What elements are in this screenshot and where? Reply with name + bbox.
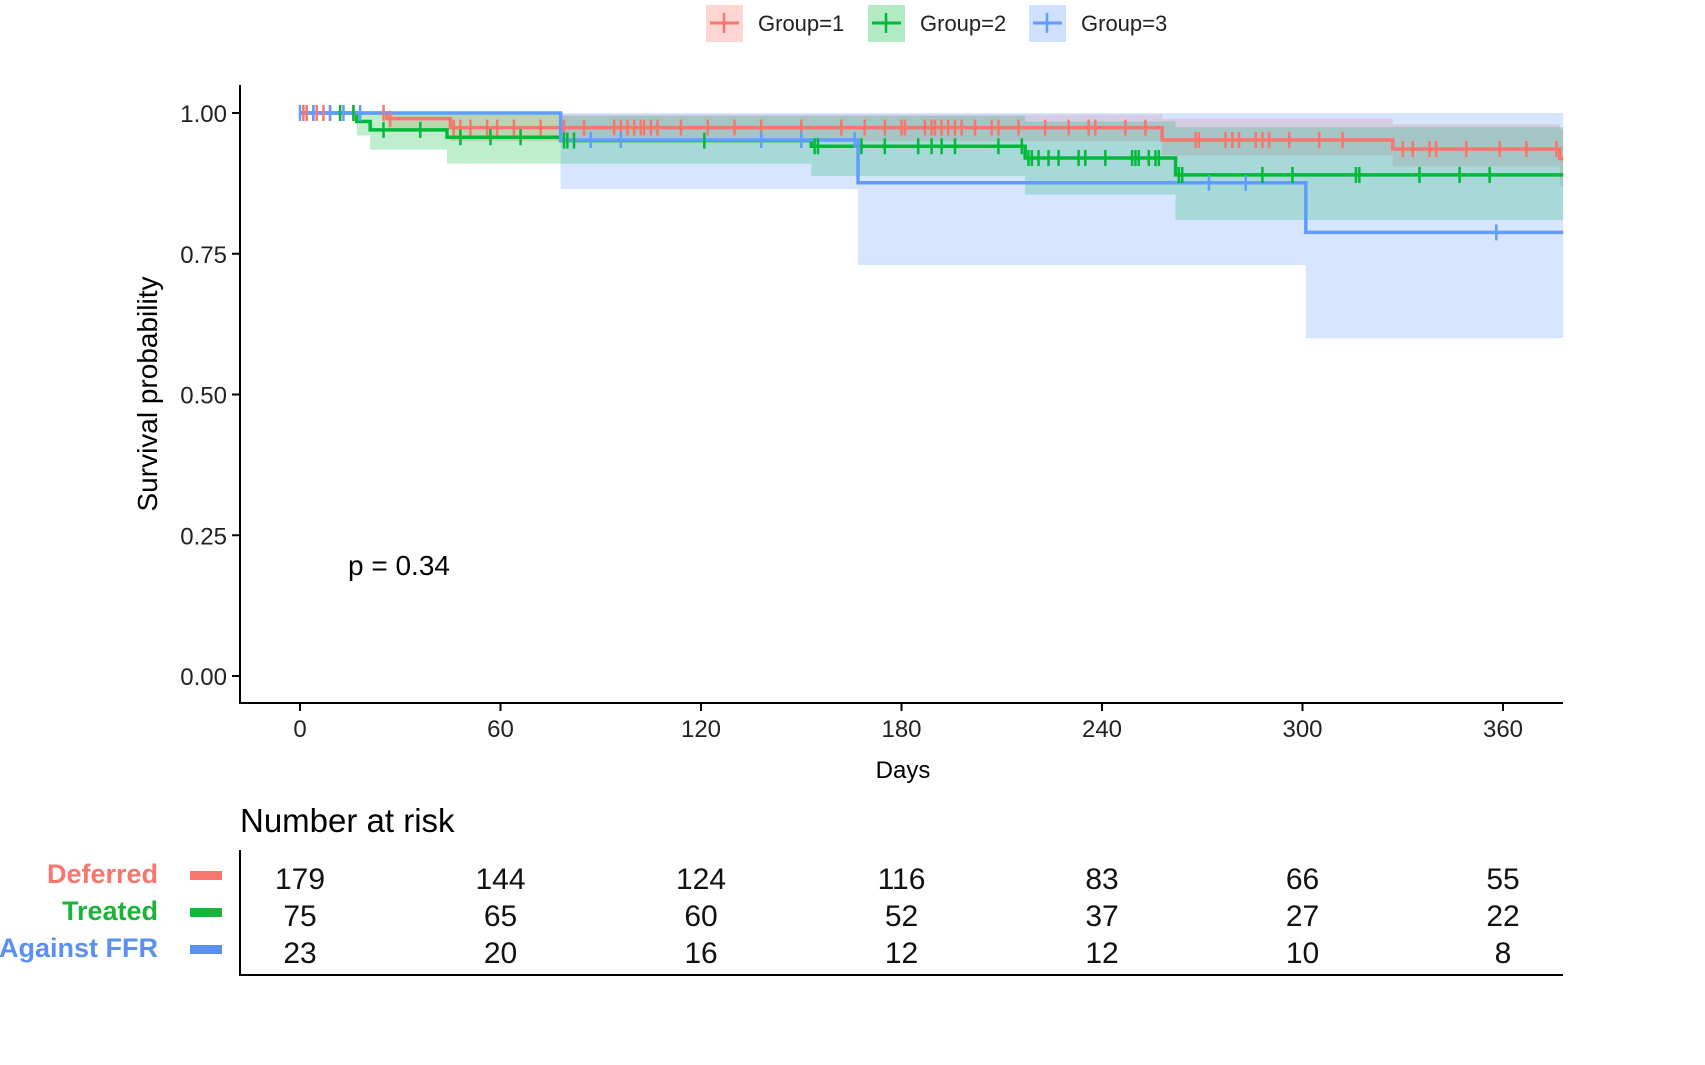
risk-cell: 66: [1286, 863, 1319, 896]
risk-row-label: Against FFR: [0, 933, 158, 963]
ci-band-3: [1305, 113, 1564, 339]
risk-cell: 12: [1085, 937, 1118, 970]
censor-marks: [298, 105, 1558, 241]
y-tick-label: 0.25: [180, 523, 227, 550]
risk-cell: 83: [1085, 863, 1118, 896]
risk-cell: 8: [1495, 937, 1512, 970]
risk-row-label: Deferred: [47, 859, 158, 889]
y-tick-label: 1.00: [180, 101, 227, 128]
x-tick-label: 240: [1082, 716, 1122, 743]
risk-cell: 12: [885, 937, 918, 970]
risk-row-swatch: [190, 871, 222, 880]
risk-cell: 22: [1486, 900, 1519, 933]
ci-band-3: [560, 113, 859, 190]
risk-cell: 52: [885, 900, 918, 933]
risk-table-title: Number at risk: [240, 802, 455, 839]
legend: Group=1 Group=2 Group=3: [706, 5, 1167, 42]
x-tick-label: 180: [881, 716, 921, 743]
legend-label-3: Group=3: [1081, 11, 1167, 36]
risk-row-label: Treated: [62, 896, 158, 926]
risk-cell: 116: [878, 863, 926, 896]
y-axis-label: Survival probability: [132, 277, 163, 512]
survival-curves: [300, 111, 1564, 235]
risk-cell: 37: [1085, 900, 1118, 933]
ci-band-1: [1392, 124, 1560, 167]
y-tick-label: 0.00: [180, 664, 227, 691]
risk-cell: 27: [1286, 900, 1319, 933]
survival-curve-1: [300, 111, 1564, 161]
risk-cell: 20: [484, 937, 517, 970]
risk-cell: 55: [1486, 863, 1519, 896]
risk-table: Deferred 179 144 124 116 83 66 55 Treated 75 65 60 5…: [0, 859, 1520, 970]
x-tick-label: 60: [487, 716, 514, 743]
risk-row-swatch: [190, 945, 222, 954]
y-tick-label: 0.50: [180, 383, 227, 410]
risk-cell: 23: [283, 937, 316, 970]
risk-cell: 179: [275, 863, 325, 896]
risk-cell: 144: [475, 863, 525, 896]
risk-cell: 65: [484, 900, 517, 933]
legend-label-2: Group=2: [920, 11, 1006, 36]
risk-cell: 60: [684, 900, 717, 933]
risk-cell: 75: [283, 900, 316, 933]
x-axis-label: Days: [876, 757, 931, 784]
risk-cell: 10: [1286, 937, 1319, 970]
ticks: 0 60 120 180 240 300 360 0.00 0.25 0.50 0.75 1.00: [180, 101, 1523, 743]
ci-band-2: [356, 113, 371, 136]
x-tick-label: 360: [1483, 716, 1523, 743]
legend-label-1: Group=1: [758, 11, 844, 36]
risk-cell: 16: [684, 937, 717, 970]
ci-band-1: [1162, 118, 1393, 156]
x-tick-label: 0: [293, 716, 306, 743]
risk-cell: 124: [676, 863, 726, 896]
risk-row-swatch: [190, 908, 222, 917]
x-tick-label: 300: [1282, 716, 1322, 743]
y-tick-label: 0.75: [180, 242, 227, 269]
x-tick-label: 120: [681, 716, 721, 743]
p-value-annotation: p = 0.34: [348, 550, 450, 581]
survival-curve-3: [300, 111, 1564, 235]
